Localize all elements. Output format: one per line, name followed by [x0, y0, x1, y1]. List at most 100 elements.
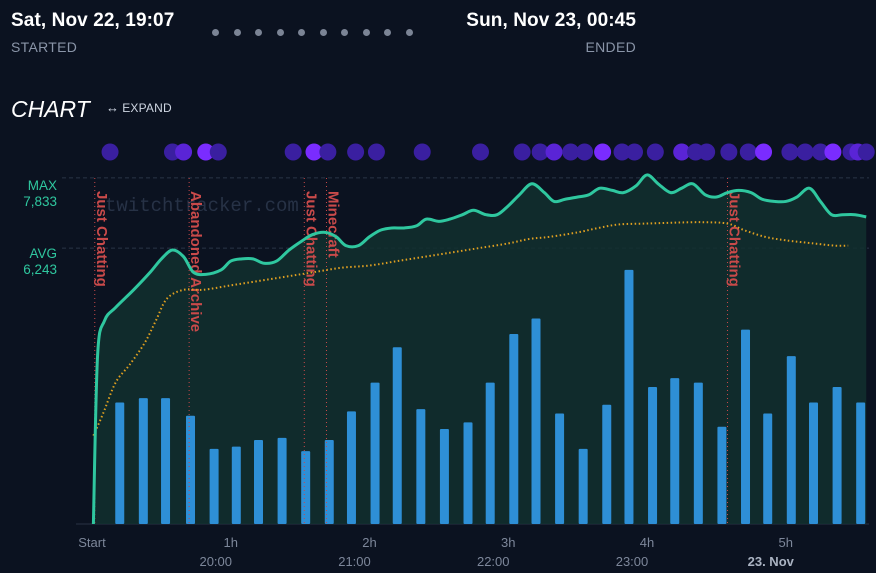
- bar: [416, 409, 426, 524]
- timeline-dot: [405, 29, 413, 36]
- chart-title: CHART: [11, 96, 90, 122]
- activity-dot: [562, 143, 580, 161]
- avg-stat: AVG 6,243: [11, 246, 57, 278]
- watermark: twitchtracker.com: [105, 195, 299, 217]
- activity-dot: [472, 143, 489, 161]
- category-marker-label: Abandoned Archive: [187, 191, 204, 332]
- activity-dot: [739, 143, 757, 161]
- timeline-dot: [384, 29, 391, 36]
- start-label: STARTED: [11, 39, 78, 55]
- start-date: Sat, Nov 22, 19:07: [11, 10, 175, 31]
- expand-label: EXPAND: [122, 101, 172, 115]
- bar: [301, 451, 311, 524]
- bar: [670, 378, 680, 524]
- expand-button[interactable]: ↔ EXPAND: [106, 100, 172, 115]
- activity-dot: [367, 143, 385, 161]
- activity-dot: [101, 143, 119, 161]
- activity-dot: [209, 143, 227, 161]
- timeline-dot: [255, 29, 262, 36]
- activity-dot: [626, 143, 644, 161]
- end-label: ENDED: [585, 39, 636, 55]
- bar: [531, 318, 541, 524]
- timeline-dot: [319, 29, 327, 36]
- x-tick-label: 1h: [224, 535, 238, 550]
- avg-label: AVG: [29, 246, 57, 261]
- viewers-area: [93, 174, 867, 524]
- viewers-line: [91, 173, 867, 525]
- expand-arrows-icon: ↔: [106, 100, 120, 115]
- bar: [809, 402, 818, 524]
- stream-end: Sun, Nov 23, 00:45 ENDED: [466, 10, 636, 55]
- x-tick-label: 4h: [640, 535, 654, 550]
- series-lines: [91, 173, 867, 525]
- bar: [186, 415, 196, 524]
- bar: [370, 382, 380, 524]
- x-tick-label: 2h: [362, 535, 376, 550]
- activity-dot: [811, 143, 829, 161]
- bar: [254, 440, 263, 524]
- activity-dot: [305, 143, 323, 161]
- bar: [392, 347, 402, 524]
- bar: [693, 382, 703, 524]
- x-tick-label: 3h: [501, 535, 515, 550]
- bar: [324, 440, 334, 524]
- activity-dot: [284, 143, 302, 161]
- activity-dot: [646, 143, 664, 161]
- activity-dot: [613, 143, 631, 161]
- bar: [624, 269, 634, 524]
- stream-start: Sat, Nov 22, 19:07 STARTED: [11, 10, 174, 55]
- viewers-area-fill: [93, 174, 867, 524]
- bar: [138, 398, 148, 524]
- category-marker-label: Just Chatting: [302, 191, 319, 287]
- activity-dot: [319, 143, 337, 161]
- max-label: MAX: [27, 178, 57, 193]
- activity-dot: [576, 143, 594, 161]
- bar: [161, 398, 171, 524]
- activity-dot: [531, 143, 549, 161]
- bar: [209, 448, 219, 524]
- category-marker-label: Just Chatting: [725, 191, 742, 287]
- bars-group: [115, 269, 866, 524]
- activity-dot: [347, 143, 365, 161]
- bar: [717, 426, 727, 524]
- bar: [463, 422, 473, 524]
- x-tick-sublabel: 23. Nov: [748, 554, 795, 569]
- x-tick-sublabel: 21:00: [338, 554, 371, 569]
- activity-dot: [175, 143, 193, 161]
- category-marker-label: Just Chatting: [93, 191, 110, 287]
- bar: [786, 356, 796, 524]
- timeline-dot: [276, 29, 284, 36]
- bar: [277, 437, 287, 524]
- activity-dot: [594, 143, 612, 161]
- timeline-dot: [298, 29, 305, 36]
- bar: [439, 429, 449, 524]
- bar: [856, 402, 866, 524]
- bar: [231, 446, 241, 524]
- bar: [115, 402, 125, 524]
- bar: [741, 329, 751, 524]
- bar: [485, 382, 495, 524]
- timeline-dot: [212, 29, 219, 36]
- activity-dot: [755, 143, 773, 161]
- timeline-dots: [212, 29, 413, 36]
- bar: [648, 387, 658, 524]
- x-tick-label: Start: [78, 535, 106, 550]
- bar: [346, 411, 356, 524]
- activity-dot: [197, 143, 215, 161]
- activity-dot: [673, 143, 691, 161]
- activity-dot: [545, 143, 563, 161]
- activity-dot: [413, 143, 431, 161]
- bar: [578, 448, 588, 524]
- end-date: Sun, Nov 23, 00:45: [466, 10, 636, 31]
- activity-dot: [781, 143, 799, 161]
- activity-dots: [101, 143, 875, 161]
- max-stat: MAX 7,833: [11, 178, 57, 210]
- x-tick-sublabel: 23:00: [616, 554, 649, 569]
- activity-dot: [857, 143, 875, 161]
- bar: [602, 404, 612, 524]
- activity-dot: [824, 143, 842, 161]
- timeline-dot: [362, 29, 370, 36]
- bar: [832, 387, 842, 524]
- bar: [509, 334, 519, 524]
